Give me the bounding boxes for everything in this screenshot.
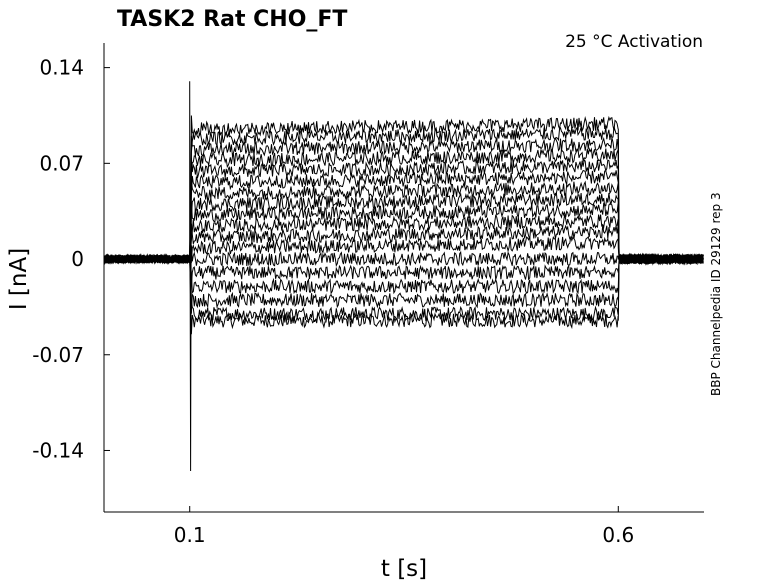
trace-line [103,214,704,265]
trace-line [103,253,704,287]
trace-line [103,235,704,266]
trace-line [103,125,704,266]
trace-line [103,223,704,266]
trace-line [103,170,704,265]
y-axis-label: I [nA] [6,248,32,310]
chart-title: TASK2 Rat CHO_FT [117,7,347,32]
chart-subtitle: 25 °C Activation [565,32,703,52]
trace-line [103,191,704,266]
trace-line [103,81,704,472]
axis-ticks: 0.1 0.6 0.14 0.07 0 -0.07 -0.14 [32,56,634,547]
x-axis-label: t [s] [381,556,427,582]
x-tick-label: 0.6 [602,523,634,547]
current-traces [103,81,704,472]
trace-line [103,157,704,266]
trace-line [103,245,704,267]
y-tick-label: 0.07 [39,151,84,175]
y-tick-label: -0.07 [32,343,84,367]
trace-line [103,252,704,295]
trace-line [103,179,704,265]
y-tick-label: 0 [71,247,84,271]
y-tick-label: -0.14 [32,438,84,462]
side-label: BBP Channelpedia ID 29129 rep 3 [709,192,723,396]
trace-line [103,252,704,322]
y-tick-label: 0.14 [39,56,84,80]
trace-line [103,135,704,266]
x-tick-label: 0.1 [174,523,206,547]
trace-line [103,253,704,335]
trace-line [103,147,704,266]
trace-line [103,252,704,314]
